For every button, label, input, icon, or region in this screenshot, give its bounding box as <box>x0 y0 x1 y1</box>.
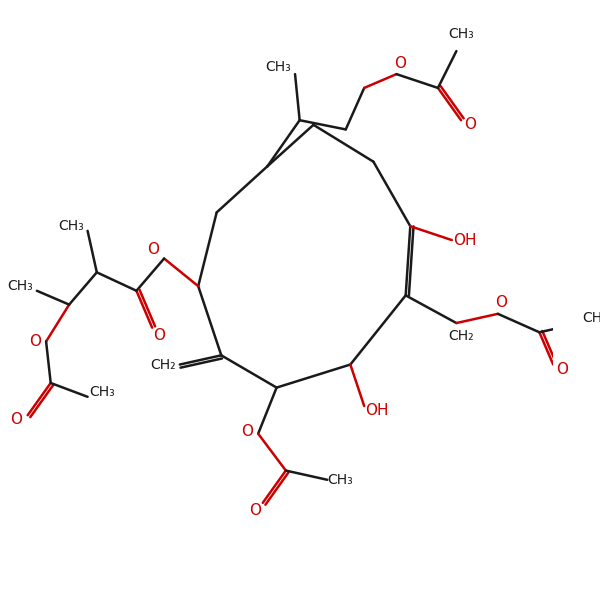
Text: CH₃: CH₃ <box>58 219 84 233</box>
Text: CH₃: CH₃ <box>266 60 292 74</box>
Text: O: O <box>464 118 476 133</box>
Text: CH₃: CH₃ <box>328 473 353 487</box>
Text: O: O <box>29 334 41 349</box>
Text: O: O <box>11 412 23 427</box>
Text: O: O <box>250 503 262 518</box>
Text: OH: OH <box>453 233 476 248</box>
Text: CH₃: CH₃ <box>7 279 33 293</box>
Text: CH₃: CH₃ <box>89 385 115 399</box>
Text: O: O <box>154 328 166 343</box>
Text: CH₃: CH₃ <box>583 311 600 325</box>
Text: O: O <box>394 56 406 71</box>
Text: O: O <box>496 295 508 310</box>
Text: O: O <box>241 424 253 439</box>
Text: CH₂: CH₂ <box>448 329 474 343</box>
Text: OH: OH <box>365 403 389 418</box>
Text: O: O <box>147 242 159 257</box>
Text: O: O <box>556 362 568 377</box>
Text: CH₃: CH₃ <box>448 28 474 41</box>
Text: CH₂: CH₂ <box>151 358 176 371</box>
